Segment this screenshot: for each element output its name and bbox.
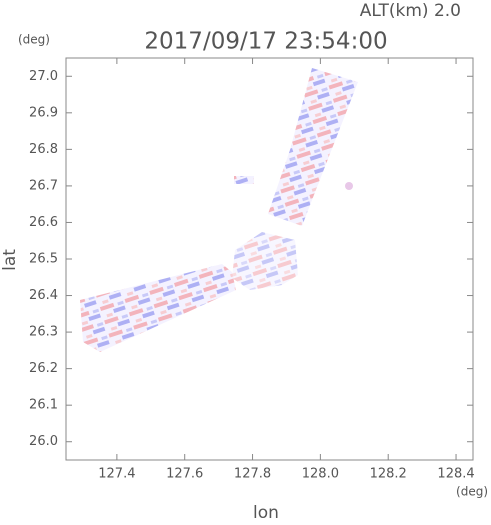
y-tick-label: 26.3 bbox=[29, 325, 58, 340]
y-tick-label: 26.9 bbox=[29, 105, 58, 120]
x-tick-label: 127.8 bbox=[234, 467, 271, 482]
y-tick-label: 26.6 bbox=[29, 215, 58, 230]
y-axis-label: lat bbox=[0, 249, 20, 271]
y-tick-label: 26.1 bbox=[29, 398, 58, 413]
x-tick-label: 128.2 bbox=[370, 467, 407, 482]
y-tick-label: 27.0 bbox=[29, 69, 58, 84]
x-unit: (deg) bbox=[456, 485, 488, 499]
y-unit: (deg) bbox=[18, 33, 50, 47]
y-tick-label: 26.7 bbox=[29, 178, 58, 193]
chart-title: 2017/09/17 23:54:00 bbox=[144, 29, 387, 55]
y-tick-label: 26.5 bbox=[29, 252, 58, 267]
y-tick-label: 26.8 bbox=[29, 142, 58, 157]
radar-field bbox=[80, 68, 358, 352]
x-tick-label: 127.4 bbox=[98, 467, 135, 482]
x-tick-label: 128.0 bbox=[302, 467, 339, 482]
y-tick-label: 26.0 bbox=[29, 434, 58, 449]
y-tick-label: 26.2 bbox=[29, 361, 58, 376]
x-axis-label: lon bbox=[253, 503, 279, 521]
subtitle: ALT(km) 2.0 bbox=[360, 1, 461, 21]
x-tick-label: 128.4 bbox=[437, 467, 474, 482]
x-tick-label: 127.6 bbox=[166, 467, 203, 482]
y-tick-label: 26.4 bbox=[29, 288, 58, 303]
